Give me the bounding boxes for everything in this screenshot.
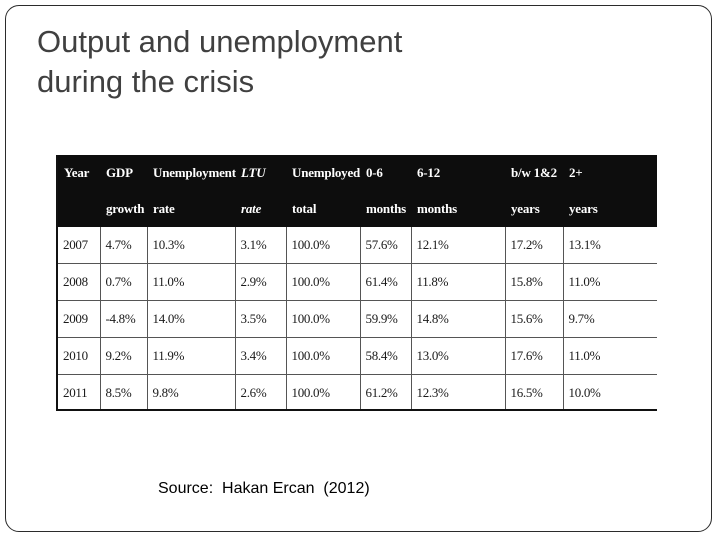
header-0-6: 0-6 xyxy=(366,165,383,180)
slide-frame xyxy=(5,5,712,532)
table-cell: 11.0% xyxy=(563,337,657,375)
table-cell: 57.6% xyxy=(360,227,412,264)
table-cell: 100.0% xyxy=(286,300,361,338)
table-header-row-1: Year GDP Unemployment LTU Unemployed 0-6… xyxy=(58,155,657,191)
table-cell: 9.8% xyxy=(147,374,236,409)
header-ltu-sub: rate xyxy=(241,201,262,216)
header-gdp: GDP xyxy=(106,165,133,180)
table-row: 2009 -4.8% 14.0% 3.5% 100.0% 59.9% 14.8%… xyxy=(58,300,657,338)
header-6-12: 6-12 xyxy=(417,165,441,180)
header-1-2-sub: years xyxy=(511,201,540,216)
header-unemployed-sub: total xyxy=(292,201,317,216)
header-2-plus-sub: years xyxy=(569,201,598,216)
table-cell: 12.3% xyxy=(411,374,506,409)
table-cell: 100.0% xyxy=(286,337,361,375)
table-cell: 2009 xyxy=(58,300,101,338)
table-cell: 10.0% xyxy=(563,374,657,409)
table-cell: 13.1% xyxy=(563,227,657,264)
header-0-6-sub: months xyxy=(366,201,406,216)
table-cell: 2007 xyxy=(58,227,101,264)
table-cell: 3.1% xyxy=(235,227,287,264)
table-cell: 61.4% xyxy=(360,263,412,301)
table-cell: 9.7% xyxy=(563,300,657,338)
table-cell: 2.9% xyxy=(235,263,287,301)
table-cell: 58.4% xyxy=(360,337,412,375)
table-cell: 17.2% xyxy=(505,227,564,264)
table-row: 2007 4.7% 10.3% 3.1% 100.0% 57.6% 12.1% … xyxy=(58,227,657,264)
table-cell: 11.0% xyxy=(147,263,236,301)
table-row: 2008 0.7% 11.0% 2.9% 100.0% 61.4% 11.8% … xyxy=(58,263,657,301)
table-row: 2010 9.2% 11.9% 3.4% 100.0% 58.4% 13.0% … xyxy=(58,337,657,375)
table-cell: 100.0% xyxy=(286,374,361,409)
header-year-sub xyxy=(58,191,100,227)
header-2-plus: 2+ xyxy=(569,165,583,180)
table-cell: 2011 xyxy=(58,374,101,409)
table-cell: -4.8% xyxy=(100,300,148,338)
table-cell: 100.0% xyxy=(286,263,361,301)
table-cell: 10.3% xyxy=(147,227,236,264)
header-unemployed: Unemployed xyxy=(292,165,361,180)
table-cell: 15.8% xyxy=(505,263,564,301)
table-cell: 8.5% xyxy=(100,374,148,409)
header-6-12-sub: months xyxy=(417,201,457,216)
source-note: Source: Hakan Ercan (2012) xyxy=(158,480,370,497)
table-cell: 4.7% xyxy=(100,227,148,264)
header-ltu: LTU xyxy=(241,165,266,180)
table-cell: 61.2% xyxy=(360,374,412,409)
slide-title-line-2: during the crisis xyxy=(37,64,255,99)
table-cell: 13.0% xyxy=(411,337,506,375)
table-cell: 17.6% xyxy=(505,337,564,375)
table-cell: 100.0% xyxy=(286,227,361,264)
table-cell: 15.6% xyxy=(505,300,564,338)
header-year: Year xyxy=(64,165,90,180)
table-cell: 0.7% xyxy=(100,263,148,301)
header-unemployment-sub: rate xyxy=(153,201,175,216)
table-header-row-2: growth rate rate total months months yea… xyxy=(58,191,657,227)
unemployment-table-image: Year GDP Unemployment LTU Unemployed 0-6… xyxy=(56,155,657,411)
header-gdp-sub: growth xyxy=(106,201,145,216)
table-cell: 14.8% xyxy=(411,300,506,338)
table-cell: 11.9% xyxy=(147,337,236,375)
header-1-2: b/w 1&2 xyxy=(511,165,557,180)
table-cell: 3.4% xyxy=(235,337,287,375)
header-unemployment: Unemployment xyxy=(153,165,236,180)
table-cell: 3.5% xyxy=(235,300,287,338)
table-cell: 12.1% xyxy=(411,227,506,264)
table-cell: 2010 xyxy=(58,337,101,375)
table-cell: 2008 xyxy=(58,263,101,301)
table-cell: 16.5% xyxy=(505,374,564,409)
unemployment-table: Year GDP Unemployment LTU Unemployed 0-6… xyxy=(58,155,657,409)
table-cell: 9.2% xyxy=(100,337,148,375)
table-row: 2011 8.5% 9.8% 2.6% 100.0% 61.2% 12.3% 1… xyxy=(58,374,657,409)
table-cell: 11.0% xyxy=(563,263,657,301)
table-cell: 11.8% xyxy=(411,263,506,301)
slide-title: Output and unemployment during the crisi… xyxy=(37,22,597,102)
table-cell: 59.9% xyxy=(360,300,412,338)
slide-title-line-1: Output and unemployment xyxy=(37,24,403,59)
table-cell: 14.0% xyxy=(147,300,236,338)
table-cell: 2.6% xyxy=(235,374,287,409)
